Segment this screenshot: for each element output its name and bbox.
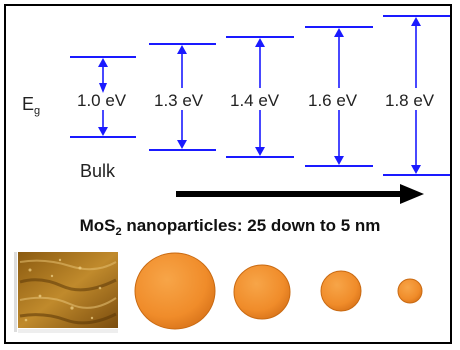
band-gap-level-3: 1.4 eV xyxy=(226,36,294,158)
band-gap-level-bulk: 1.0 eV Bulk xyxy=(70,56,136,181)
band-gap-level-5: 1.8 eV xyxy=(383,15,450,176)
large-particle xyxy=(134,252,216,330)
medium-particle xyxy=(233,264,291,320)
band-gap-level-4: 1.6 eV xyxy=(305,26,373,167)
band-gap-value-3: 1.4 eV xyxy=(230,91,280,110)
band-gap-value-4: 1.6 eV xyxy=(308,91,358,110)
eg-label: Eg xyxy=(22,94,40,117)
nanoparticle-caption: MoS2 nanoparticles: 25 down to 5 nm xyxy=(79,216,381,238)
figure-frame xyxy=(4,4,452,344)
smallest-particle xyxy=(397,278,423,304)
afm-image xyxy=(14,252,118,333)
band-gap-value-2: 1.3 eV xyxy=(154,91,204,110)
small-particle xyxy=(320,270,362,312)
band-gap-value-5: 1.8 eV xyxy=(385,91,435,110)
band-gap-level-2: 1.3 eV xyxy=(149,43,216,151)
band-gap-value-1: 1.0 eV xyxy=(77,91,127,110)
size-decrease-arrow xyxy=(176,184,424,204)
bulk-label: Bulk xyxy=(80,161,116,181)
